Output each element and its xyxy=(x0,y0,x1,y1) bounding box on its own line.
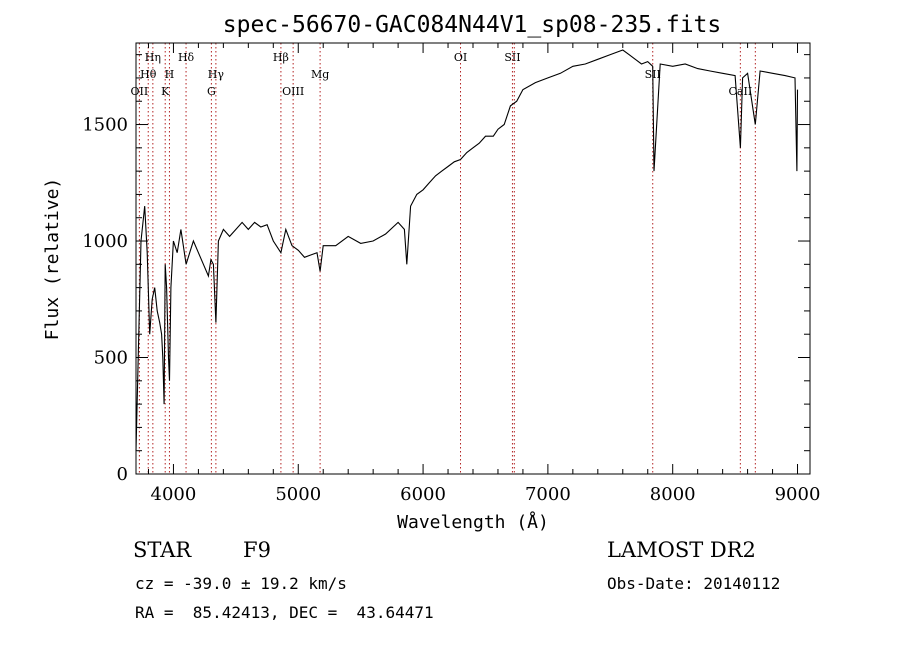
spectral-line-label: Hη xyxy=(145,51,161,64)
coordinates: RA = 85.42413, DEC = 43.64471 xyxy=(135,603,434,622)
spectral-line-label: H xyxy=(165,68,175,81)
object-class: STAR xyxy=(133,538,192,562)
plot-frame xyxy=(135,42,811,475)
spectrum-chart: spec-56670-GAC084N44V1_sp08-235.fits OII… xyxy=(42,12,821,533)
x-tick-label: 8000 xyxy=(650,484,696,505)
y-tick-label: 1000 xyxy=(82,231,128,252)
x-tick-label: 7000 xyxy=(525,484,571,505)
spectral-line-label: Hδ xyxy=(178,51,195,64)
spectral-line-label: OI xyxy=(454,51,467,64)
spectral-line-label: OIII xyxy=(282,85,304,98)
spectral-line-label: Hθ xyxy=(140,68,157,81)
x-tick-label: 4000 xyxy=(151,484,197,505)
x-tick-label: 6000 xyxy=(400,484,446,505)
spectrum-line xyxy=(135,49,799,451)
object-subclass: F9 xyxy=(243,538,271,562)
y-tick-label: 500 xyxy=(94,348,128,369)
survey-name: LAMOST DR2 xyxy=(607,538,756,562)
spectral-line-label: Hγ xyxy=(208,68,225,81)
spectral-line-label: OII xyxy=(131,85,149,98)
x-axis: 4000 5000 6000 7000 8000 9000 xyxy=(147,43,821,505)
x-axis-label: Wavelength (Å) xyxy=(397,511,549,533)
spectral-line-label: Hβ xyxy=(273,51,289,64)
y-tick-label: 0 xyxy=(117,464,128,485)
y-axis: 0 500 1000 1500 xyxy=(82,54,810,485)
x-tick-label: 9000 xyxy=(775,484,821,505)
spectral-line-label: Mg xyxy=(311,68,329,81)
spectral-line-label: CaII xyxy=(729,85,753,98)
y-axis-label: Flux (relative) xyxy=(42,178,63,341)
spectral-line-label: G xyxy=(207,85,216,98)
x-tick-label: 5000 xyxy=(275,484,321,505)
chart-title: spec-56670-GAC084N44V1_sp08-235.fits xyxy=(223,12,722,38)
y-tick-label: 1500 xyxy=(82,115,128,136)
spectral-line-label: SII xyxy=(504,51,520,64)
redshift-cz: cz = -39.0 ± 19.2 km/s xyxy=(135,574,347,593)
observation-date: Obs-Date: 20140112 xyxy=(607,574,781,593)
spectral-line-label: K xyxy=(161,85,170,98)
